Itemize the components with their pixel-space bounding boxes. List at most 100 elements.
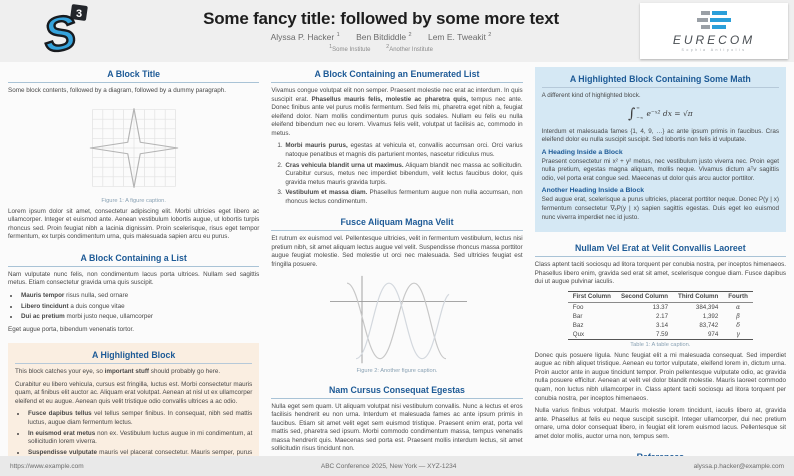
list-item-lead: Morbi mauris purus,: [285, 142, 348, 150]
block-heading: Nullam Vel Erat at Velit Convallis Laore…: [534, 241, 786, 258]
paragraph: Donec quis posuere ligula. Nunc feugiat …: [534, 351, 786, 402]
list-item: Dui ac pretium morbi justo neque, ullamc…: [20, 313, 259, 322]
paragraph: Nam vulputate nunc felis, non condimentu…: [8, 270, 260, 287]
author: Alyssa P. Hacker 1: [271, 32, 340, 42]
table-caption: Table 1: A table caption.: [630, 341, 691, 348]
block-subheading: A Heading Inside a Block: [541, 148, 623, 156]
paragraph: A different kind of highlighted block.: [541, 92, 641, 99]
author: Lem E. Tweakit 2: [428, 32, 491, 42]
table-cell: Baz: [572, 321, 584, 329]
s3-logo-letter: S: [40, 6, 79, 59]
block-heading: References: [535, 450, 786, 456]
column-header: Third Column: [673, 290, 724, 303]
block-nam-cursus: Nam Cursus Consequat Egestas Nulla eget …: [271, 383, 523, 456]
author: Ben Bitdiddle 2: [356, 32, 412, 42]
block-a-block-title: A Block Title Some block contents, follo…: [8, 67, 260, 242]
poster-title: Some fancy title: followed by some more …: [203, 9, 559, 28]
footer-email-link[interactable]: alyssa.p.hacker@example.com: [693, 462, 784, 470]
list-item-text: Aliquam blandit nec massa ac sollicitudi…: [285, 161, 523, 186]
figure-grid: [91, 108, 176, 187]
paragraph: Et rutrum ex euismod vel. Pellentesque u…: [271, 235, 523, 268]
table-row: Bar 2.17 1,392 β: [568, 312, 753, 321]
table-header-row: First Column Second Column Third Column …: [567, 290, 753, 303]
table-row: Baz 3.14 83,742 δ: [568, 321, 753, 330]
eurecom-subtitle: Sophia Antipolis: [681, 48, 747, 52]
table-body: Foo 13.37 384,394 α Bar 2.17 1,392 β Baz…: [567, 302, 753, 340]
list-item-lead: Dui ac pretium: [21, 313, 65, 321]
list-item-lead: Vestibulum et massa diam.: [285, 189, 368, 197]
sine-curve-2: [355, 282, 450, 359]
numbered-list: Morbi mauris purus, egestas at vehicula …: [284, 142, 522, 206]
author-name: Ben Bitdiddle: [356, 32, 407, 42]
table-header: First Column Second Column Third Column …: [567, 290, 753, 303]
highlighted-math-block: A Highlighted Block Containing Some Math…: [534, 67, 786, 233]
highlighted-block: A Highlighted Block This block catches y…: [8, 343, 260, 456]
list-item: Mauris tempor risus nulla, sed ornare: [20, 292, 259, 301]
block-heading: Fusce Aliquam Magna Velit: [271, 215, 523, 232]
table-cell: δ: [736, 321, 740, 329]
figure-caption: Figure 1: A figure caption.: [101, 197, 166, 204]
list-item-text: vel tellus semper finibus. In consequat,…: [28, 410, 253, 426]
data-table: First Column Second Column Third Column …: [567, 290, 753, 340]
paragraph: Interdum et malesuada fames {1, 4, 9, …}…: [541, 127, 779, 144]
integral-sign: ∫: [627, 105, 636, 122]
institute-list: 1Some Institute 2Another Institute: [122, 44, 640, 53]
institute-mark: 1: [329, 44, 333, 50]
list-item-lead: Cras vehicula blandit urna ut maximus.: [285, 161, 404, 169]
author-name: Lem E. Tweakit: [427, 32, 486, 42]
author-affiliation-mark: 2: [408, 32, 412, 39]
s3-logo-badge-text: 3: [76, 8, 82, 20]
list-item-text: mauris vel placerat consectetur. Mauris …: [99, 448, 253, 456]
text-segment-bold: Phasellus mauris felis, molestie ac phar…: [311, 95, 468, 103]
institute-name: Some Institute: [332, 47, 371, 53]
institute-name: Another Institute: [389, 47, 433, 53]
text-segment: Vivamus congue volutpat elit non semper.…: [271, 87, 523, 103]
list-item-lead: Fusce dapibus tellus: [28, 410, 92, 418]
list-item-lead: Suspendisse vulputate: [28, 448, 97, 456]
list-item: Vestibulum et massa diam. Phasellus ferm…: [284, 189, 522, 206]
list-item-lead: Libero tincidunt: [21, 302, 69, 310]
author-list: Alyssa P. Hacker 1 Ben Bitdiddle 2 Lem E…: [122, 32, 640, 42]
upper-limit: ∞: [636, 106, 640, 112]
table-cell: 384,394: [695, 303, 719, 311]
author-affiliation-mark: 2: [488, 32, 492, 39]
table-cell: Foo: [572, 303, 584, 311]
column-left: A Block Title Some block contents, follo…: [8, 67, 260, 456]
text-segment: tempus nec ante. Donec finibus ante vel …: [271, 95, 523, 137]
column-header: First Column: [567, 290, 616, 303]
footer-website-link[interactable]: https://www.example.com: [10, 462, 84, 470]
list-item: Cras vehicula blandit urna ut maximus. A…: [284, 162, 522, 188]
list-item-text: egestas at vehicula et, convallis accums…: [285, 142, 523, 158]
paragraph: This block catches your eye, so importan…: [15, 368, 252, 377]
bullet-list: Fusce dapibus tellus vel tellus semper f…: [27, 410, 252, 456]
table-cell: Bar: [572, 312, 583, 320]
column-header: Second Column: [615, 290, 674, 303]
eurecom-wordmark: EURECOM: [672, 33, 756, 47]
list-item-lead: Mauris tempor: [21, 291, 65, 299]
text-segment: should probably go here.: [149, 368, 221, 376]
list-item: In euismod erat metus non ex. Vestibulum…: [27, 430, 252, 447]
poster-body: A Block Title Some block contents, follo…: [0, 62, 794, 456]
table-cell: 974: [673, 329, 724, 340]
institute: 2Another Institute: [386, 44, 433, 53]
math-equation: ∫ ∞ −∞ e⁻ˣ² dx = √π: [542, 106, 779, 122]
column-right: A Highlighted Block Containing Some Math…: [534, 67, 786, 456]
paragraph: Lorem ipsum dolor sit amet, consectetur …: [8, 207, 260, 241]
paragraph: Some block contents, followed by a diagr…: [8, 87, 227, 94]
list-item-lead: In euismod erat metus: [28, 429, 96, 437]
block-subheading: Another Heading Inside a Block: [541, 187, 645, 195]
lower-limit: −∞: [636, 116, 644, 122]
sine-curve-1: [346, 282, 447, 359]
table-cell: Qux: [567, 329, 616, 340]
column-header: Fourth: [723, 290, 753, 303]
paragraph: Eget augue porta, bibendum venenatis tor…: [8, 325, 135, 333]
block-references: References [1] Claude E. Shannon. A math…: [535, 450, 786, 456]
column-middle: A Block Containing an Enumerated List Vi…: [271, 67, 523, 456]
s3-logo: 3 S: [4, 3, 122, 59]
table-cell: β: [736, 312, 740, 320]
block-heading: A Highlighted Block: [15, 348, 253, 365]
eurecom-logo: EURECOM Sophia Antipolis: [640, 3, 788, 59]
integral-limits: ∞ −∞: [636, 106, 643, 121]
list-item-text: risus nulla, sed ornare: [64, 291, 129, 299]
table-row: Foo 13.37 384,394 α: [568, 302, 753, 312]
